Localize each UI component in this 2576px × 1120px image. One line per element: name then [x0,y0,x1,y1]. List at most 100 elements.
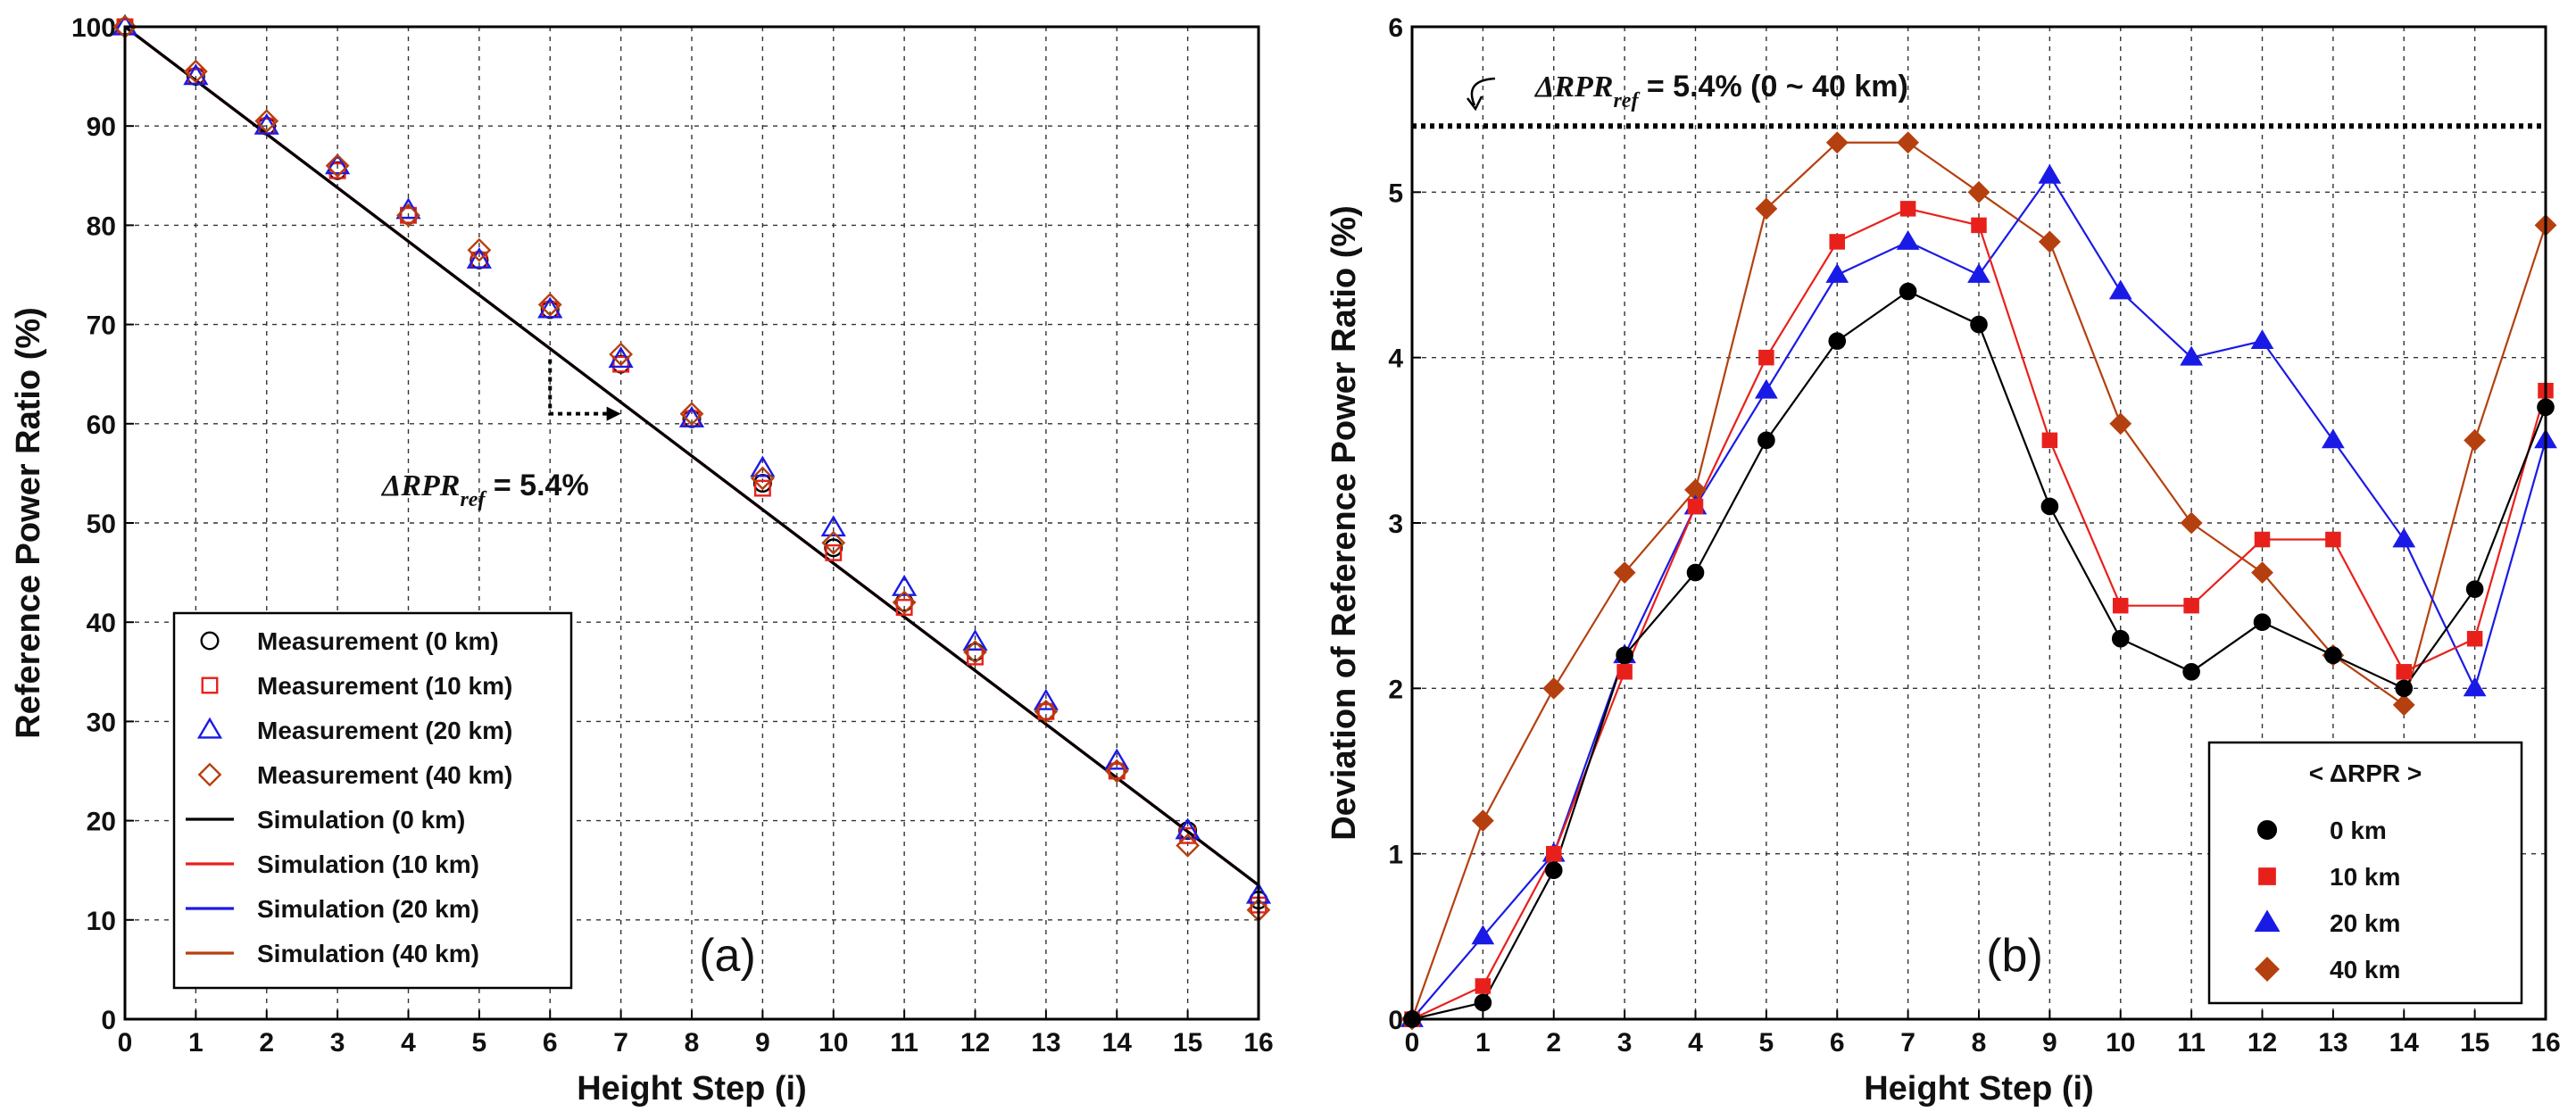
legend-marker [2254,909,2281,933]
panel-b-annotation-arrowhead [1467,95,1483,112]
panel-b-annotation-main: ΔRPR [1533,71,1613,104]
measurement-point [396,203,420,228]
panel-a-tick-label-y: 60 [87,411,116,440]
series-point [2392,693,2415,717]
series-point [1967,263,1990,283]
legend-entry: 10 km [2330,863,2400,891]
series-point [2113,597,2129,614]
measurement-point [1104,748,1130,770]
panel-a-frame [123,25,1260,1021]
panel-a-tick-label-x: 15 [1173,1028,1202,1058]
panel-b-tick-label-y: 5 [1388,178,1403,208]
series-point [1542,676,1566,700]
legend-marker [197,762,222,787]
legend-entry: Measurement (20 km) [257,717,512,744]
measurement-point [1108,762,1126,780]
panel-a-annotation-main: ΔRPR [380,469,460,502]
panel-b-tick-label-y: 1 [1388,841,1403,870]
panel-b-tick-label-x: 11 [2177,1028,2206,1058]
measurement-point [608,346,634,369]
series-point [2322,428,2345,449]
measurement-point [253,112,279,135]
panel-b-tick-label-x: 16 [2530,1028,2560,1058]
panel-b-tick-label-x: 4 [1688,1028,1703,1058]
series-point [2465,580,2484,598]
panel-b-tick-label-x: 13 [2318,1028,2347,1058]
legend-marker [2255,957,2280,982]
panel-b-annotation-arrow [1470,77,1496,106]
measurement-point [750,455,776,477]
panel-a-tick-label-x: 14 [1102,1028,1133,1058]
panel-a-tick-label-x: 16 [1243,1028,1273,1058]
measurement-point [254,109,279,134]
panel-a-tick-label-x: 6 [543,1028,558,1058]
series-point [2251,561,2273,585]
panel-a-tick-label-x: 7 [613,1028,628,1058]
panel-b-tick-label-x: 6 [1830,1028,1845,1058]
panel-a-ticks: 0 1 2 3 4 5 6 7 8 9 10 11 12 13 14 15 160102030405060708… [71,13,1274,1058]
series-point [2463,676,2487,697]
series-point [2108,279,2132,300]
series-point [1899,201,1916,217]
bracket-path [548,359,612,416]
measurement-point [820,515,846,537]
simulation-line [124,25,1259,887]
series-point [2038,230,2061,253]
series-point [1829,234,1845,250]
panel-b-tick-label-x: 9 [2042,1028,2057,1058]
panel-a-tick-label-y: 40 [87,609,116,638]
series-point [1825,263,1849,283]
measurement-point [466,246,492,269]
panel-a-tick-label-x: 1 [188,1028,204,1058]
measurement-point [612,355,630,373]
series-point [2041,432,2058,449]
panel-b-tick-label-y: 4 [1388,344,1403,374]
panel-a-tick-label-y: 100 [71,13,116,43]
series-point [2180,511,2203,535]
legend-entry: Simulation (40 km) [257,940,479,967]
legend-entry: 20 km [2330,909,2400,937]
measurement-point [753,479,771,497]
legend-entry: Measurement (0 km) [257,627,499,655]
panel-b-tick-label-y: 2 [1388,675,1403,704]
panel-b-annotation: ΔRPRref = 5.4% (0 ~ 40 km) [1533,70,1908,112]
panel-b-x-axis-label: Height Step (i) [1864,1070,2094,1108]
panel-a-chart: 0 1 2 3 4 5 6 7 8 9 10 11 12 13 14 15 160102030405060708… [10,13,1274,1108]
panel-a-tick-label-y: 10 [87,907,116,936]
legend-entry: 40 km [2330,956,2400,983]
measurement-point [679,402,704,427]
legend-marker [200,631,220,651]
panel-b-tick-label-x: 8 [1972,1028,1987,1058]
measurement-point [609,342,634,367]
series-point [1471,809,1494,833]
measurement-point [183,59,208,84]
panel-a-x-axis-label: Height Step (i) [577,1070,807,1108]
series-point [1687,498,1704,515]
legend-marker [2256,819,2278,841]
panel-a-tick-label-y: 90 [87,112,116,142]
measurement-point [400,206,417,224]
panel-a-tick-label-y: 50 [87,510,116,539]
series-point [1475,978,1492,994]
series-point [1686,563,1705,582]
panel-b-legend: 0 km 10 km 20 km 40 km [2254,817,2400,983]
series-point [2250,329,2274,350]
panel-b-y-axis-label: Deviation of Reference Power Ratio (%) [1325,205,1363,841]
series-point [1897,131,1920,154]
panel-b-tick-label-x: 7 [1900,1028,1915,1058]
panel-b-frame [1410,25,2547,1021]
panel-b-series-markers [1400,131,2557,1031]
panel-b-tick-label-x: 0 [1405,1028,1420,1058]
measurement-point [325,153,351,175]
panel-b-tick-label-x: 1 [1475,1028,1491,1058]
panel-a-annotation: ΔRPRref = 5.4% [380,469,589,511]
series-point [2111,629,2130,648]
panel-a-annotation-value: = 5.4% [485,469,588,502]
legend-entry: Simulation (0 km) [257,806,465,834]
series-point [2392,527,2416,548]
panel-b-annotation-sub: ref [1613,89,1640,112]
measurement-point [328,162,346,179]
measurement-point [963,640,987,664]
series-point [1474,993,1492,1012]
series-point [1899,282,1917,301]
